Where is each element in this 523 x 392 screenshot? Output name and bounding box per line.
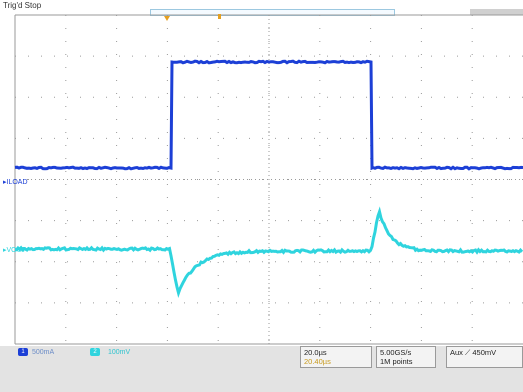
- trigger-time-marker: [218, 14, 221, 19]
- ch2-marker-label[interactable]: ▸VOUT: [3, 246, 26, 254]
- trigger-source: Aux: [450, 348, 463, 357]
- trigger-box[interactable]: Aux ⟋ 450mV: [446, 346, 523, 368]
- ch1-scale[interactable]: 500mA: [32, 349, 54, 356]
- timebase-box[interactable]: 20.0µs 20.40µs: [300, 346, 372, 368]
- ch1-marker-label[interactable]: ▸ILOAD: [3, 178, 28, 186]
- ch2-scale[interactable]: 100mV: [108, 349, 130, 356]
- status-bar: [0, 346, 523, 392]
- ch1-badge[interactable]: 1: [18, 348, 28, 356]
- trigger-slope-icon: ⟋: [465, 348, 470, 357]
- sample-rate: 5.00GS/s: [380, 348, 432, 357]
- waveform-graticule: [0, 0, 523, 346]
- timebase-position: 20.40µs: [304, 357, 368, 366]
- timebase-scale: 20.0µs: [304, 348, 368, 357]
- trigger-position-marker: [164, 16, 170, 21]
- graticule-grid: [15, 15, 523, 344]
- acquisition-box[interactable]: 5.00GS/s 1M points: [376, 346, 436, 368]
- ch2-badge[interactable]: 2: [90, 348, 100, 356]
- record-length: 1M points: [380, 357, 432, 366]
- trigger-level: 450mV: [472, 348, 496, 357]
